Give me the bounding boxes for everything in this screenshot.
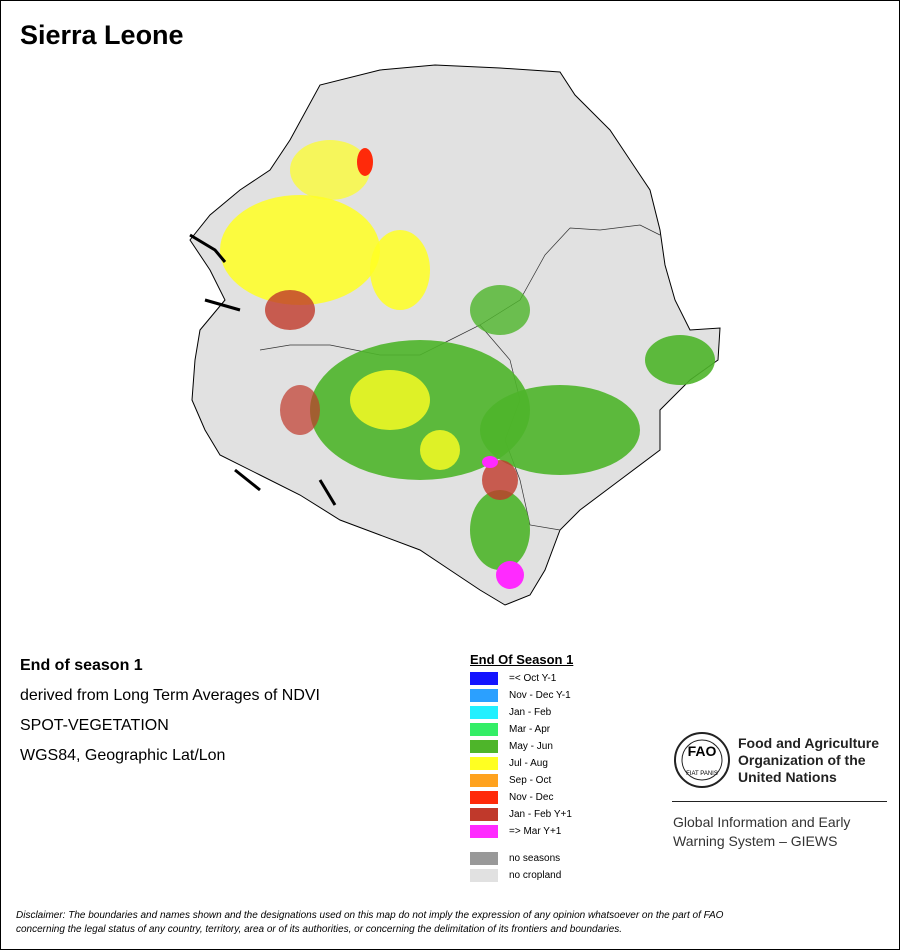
legend-title: End Of Season 1 <box>470 652 574 667</box>
legend-label: Nov - Dec <box>509 792 554 803</box>
legend-label: no seasons <box>509 853 561 864</box>
emblem-text: FAO <box>688 743 717 759</box>
legend-swatch <box>470 774 498 787</box>
legend-swatch <box>470 808 498 821</box>
map-title: Sierra Leone <box>20 20 184 50</box>
legend-swatch <box>470 672 498 685</box>
legend-label: no cropland <box>509 870 562 881</box>
legend-label: Sep - Oct <box>509 775 552 786</box>
legend-swatch <box>470 723 498 736</box>
system-line: Warning System – GIEWS <box>673 833 838 849</box>
legend-label: =< Oct Y-1 <box>509 673 557 684</box>
map <box>189 64 721 606</box>
country <box>189 64 721 606</box>
legend-label: May - Jun <box>509 741 553 752</box>
legend-label: Jul - Aug <box>509 758 548 769</box>
disclaimer-line: concerning the legal status of any count… <box>16 924 623 935</box>
coastline-islands <box>189 233 337 506</box>
legend-label: Jan - Feb Y+1 <box>509 809 572 820</box>
logo-rule <box>672 801 887 802</box>
legend-swatch <box>470 852 498 865</box>
emblem-motto: FIAT PANIS <box>686 771 718 777</box>
legend-label: Nov - Dec Y-1 <box>509 690 571 701</box>
legend-swatch <box>470 825 498 838</box>
info-line: SPOT-VEGETATION <box>20 717 169 734</box>
org-line: United Nations <box>738 769 837 785</box>
legend-swatch <box>470 706 498 719</box>
legend-label: => Mar Y+1 <box>509 826 562 837</box>
org-line: Food and Agriculture <box>738 735 880 751</box>
legend-swatch <box>470 757 498 770</box>
info-heading: End of season 1 <box>20 657 143 674</box>
legend-swatch <box>470 689 498 702</box>
info-line: derived from Long Term Averages of NDVI <box>20 687 320 704</box>
legend-swatch <box>470 791 498 804</box>
legend-swatch <box>470 740 498 753</box>
disclaimer-line: Disclaimer: The boundaries and names sho… <box>16 910 724 921</box>
vegetation-patches <box>220 140 715 589</box>
legend-label: Jan - Feb <box>509 707 552 718</box>
fao-emblem: FAO FIAT PANIS <box>674 732 730 788</box>
system-line: Global Information and Early <box>673 814 851 830</box>
info-line: WGS84, Geographic Lat/Lon <box>20 747 226 764</box>
org-line: Organization of the <box>738 752 866 768</box>
legend-label: Mar - Apr <box>509 724 551 735</box>
legend-swatch <box>470 869 498 882</box>
